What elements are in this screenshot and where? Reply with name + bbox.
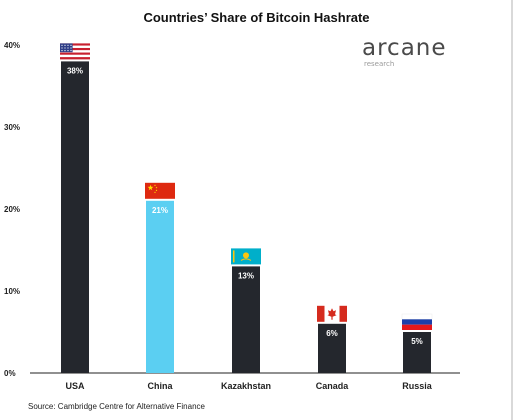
china-flag-icon <box>145 182 175 199</box>
value-label: 38% <box>67 66 83 75</box>
value-label: 5% <box>411 337 423 346</box>
bar-russia <box>403 332 431 373</box>
brand-logo: arcane research <box>362 36 447 68</box>
bar-kazakhstan <box>232 266 260 373</box>
brand-name: arcane <box>362 35 447 61</box>
right-border <box>511 0 513 420</box>
bar-canada <box>318 323 346 373</box>
value-label: 21% <box>152 206 168 215</box>
chart-title: Countries’ Share of Bitcoin Hashrate <box>143 10 370 25</box>
canada-flag-icon <box>317 305 347 322</box>
x-tick-label: China <box>147 381 173 391</box>
russia-flag-icon <box>401 313 433 330</box>
x-tick-label: Canada <box>316 381 350 391</box>
value-label: 13% <box>238 271 254 280</box>
y-tick-label: 40% <box>4 41 20 50</box>
value-label: 6% <box>326 329 338 338</box>
y-tick-label: 10% <box>4 287 20 296</box>
brand-subtitle: research <box>364 60 395 68</box>
kazakhstan-flag-icon <box>231 248 261 265</box>
y-tick-label: 0% <box>4 369 16 378</box>
y-tick-label: 20% <box>4 205 20 214</box>
x-tick-label: Russia <box>402 381 433 391</box>
bar-usa <box>61 61 89 374</box>
source-note: Source: Cambridge Centre for Alternative… <box>28 402 205 411</box>
usa-flag-icon <box>60 43 90 60</box>
bar-china <box>146 200 174 373</box>
x-tick-label: USA <box>65 381 85 391</box>
y-tick-label: 30% <box>4 123 20 132</box>
x-tick-label: Kazakhstan <box>221 381 271 391</box>
